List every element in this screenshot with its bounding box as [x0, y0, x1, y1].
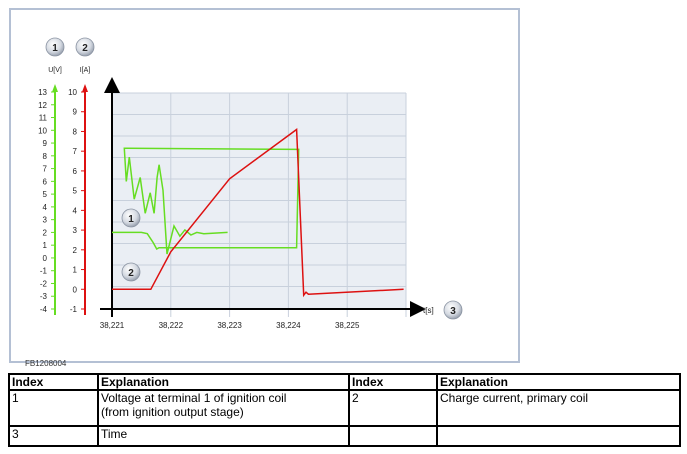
y-tick-label: 3	[43, 216, 48, 225]
y-tick-label: 2	[43, 228, 48, 237]
y-tick-label: -1	[70, 305, 78, 314]
badge-label: 2	[128, 268, 134, 279]
axis-unit-label: I[A]	[80, 67, 91, 74]
y-tick-label: 9	[73, 108, 78, 117]
table-row: 3 Time	[8, 425, 681, 447]
x-tick-label: 38,222	[159, 321, 184, 330]
x-tick-label: 38,223	[217, 321, 242, 330]
cell-index	[348, 425, 438, 447]
badge-icon	[443, 300, 463, 320]
y-tick-label: 9	[43, 139, 48, 148]
diagram-frame: 38,221 38,222 38,223 38,224 38,225 t[s] 13 12 11…	[9, 8, 520, 368]
y-tick-label: 11	[39, 114, 48, 123]
axis-unit-label: U[V]	[48, 67, 62, 74]
badge-label: 1	[52, 43, 58, 54]
badge-icon	[45, 37, 65, 57]
ignition-chart: 38,221 38,222 38,223 38,224 38,225t[s]131211…	[38, 37, 463, 330]
series-line-2	[112, 128, 404, 298]
y-tick-label: 8	[73, 127, 78, 136]
badge-label: 2	[82, 43, 88, 54]
table-row: 1 Voltage at terminal 1 of ignition coil…	[8, 389, 681, 427]
y-tick-label: 2	[73, 246, 78, 255]
figure-id: FB1208004	[25, 359, 67, 368]
y-tick-label: 5	[43, 190, 48, 199]
cell-index: 3	[8, 425, 99, 447]
y-tick-label: 1	[73, 266, 78, 275]
series-line-1	[112, 147, 300, 255]
badge-icon	[121, 262, 141, 282]
y-tick-label: 8	[43, 152, 48, 161]
cell-index: 1	[8, 389, 99, 427]
y-tick-label: 13	[38, 88, 47, 97]
header-explanation-2: Explanation	[436, 373, 681, 391]
badge-label: 3	[450, 306, 456, 317]
table-header-row: Index Explanation Index Explanation	[8, 373, 681, 391]
axis-arrow-icon	[52, 84, 58, 92]
y-tick-label: 0	[73, 285, 78, 294]
x-tick-label: 38,224	[276, 321, 301, 330]
y-tick-label: 3	[73, 226, 78, 235]
cell-explanation: Voltage at terminal 1 of ignition coil (…	[97, 389, 350, 427]
y-tick-label: 10	[68, 88, 77, 97]
y-tick-label: 5	[73, 187, 78, 196]
y-tick-label: -1	[40, 267, 48, 276]
header-index-1: Index	[8, 373, 99, 391]
y-tick-label: 4	[43, 203, 48, 212]
badge-label: 1	[128, 214, 134, 225]
badge-icon	[75, 37, 95, 57]
y-tick-label: 7	[73, 147, 78, 156]
cell-explanation: Time	[97, 425, 350, 447]
y-tick-label: 10	[38, 126, 47, 135]
x-tick-label: 38,225	[335, 321, 360, 330]
y-tick-label: 1	[43, 241, 48, 250]
y-tick-label: 7	[43, 165, 48, 174]
y-tick-label: 6	[43, 177, 48, 186]
y-tick-label: -2	[40, 279, 48, 288]
axis-arrow-icon	[82, 84, 88, 92]
cell-index: 2	[348, 389, 438, 427]
cell-explanation: Charge current, primary coil	[436, 389, 681, 427]
header-explanation-1: Explanation	[97, 373, 350, 391]
cell-explanation	[436, 425, 681, 447]
y-tick-label: -3	[40, 292, 48, 301]
x-axis-label: t[s]	[423, 306, 434, 315]
y-tick-label: 12	[38, 101, 47, 110]
y-tick-label: -4	[40, 305, 48, 314]
y-tick-label: 6	[73, 167, 78, 176]
header-index-2: Index	[348, 373, 438, 391]
x-tick-label: 38,221	[100, 321, 125, 330]
badge-icon	[121, 208, 141, 228]
y-tick-label: 0	[43, 254, 48, 263]
legend-table: Index Explanation Index Explanation 1 Vo…	[8, 373, 681, 447]
y-tick-label: 4	[73, 206, 78, 215]
